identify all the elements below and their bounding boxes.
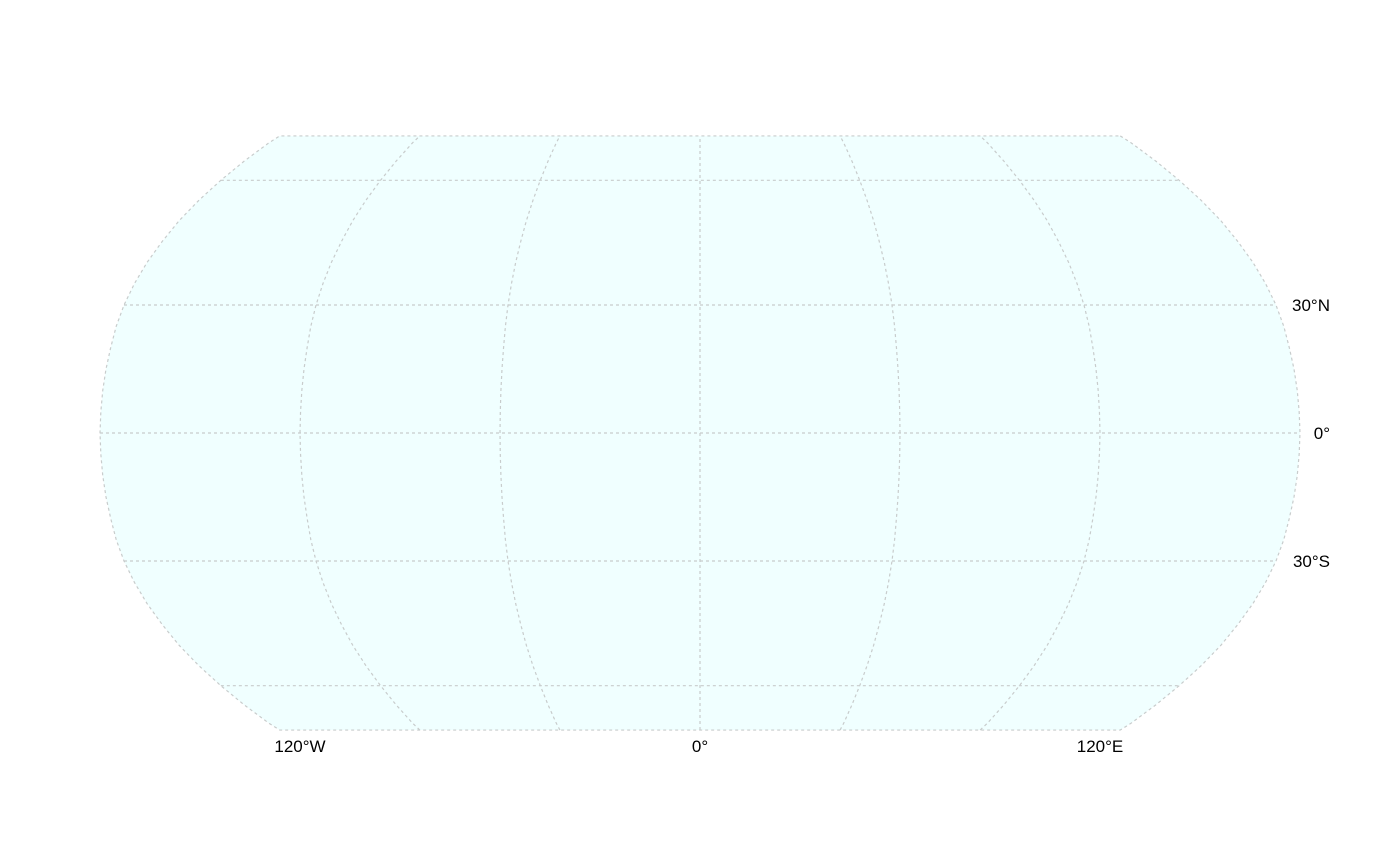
longitude-label: 120°E <box>1077 737 1124 756</box>
meridian-line <box>299 135 421 731</box>
latitude-labels: 30°N 0° 30°S <box>1292 296 1330 571</box>
parallel-lines <box>100 179 1300 687</box>
meridian-lines <box>299 135 1101 731</box>
longitude-label: 120°W <box>274 737 325 756</box>
map-boundary <box>99 135 1301 731</box>
latitude-label: 30°S <box>1293 552 1330 571</box>
meridian-line <box>979 135 1101 731</box>
latitude-label: 30°N <box>1292 296 1330 315</box>
latitude-label: 0° <box>1314 424 1330 443</box>
longitude-label: 0° <box>692 737 708 756</box>
longitude-labels: 120°W 0° 120°E <box>274 737 1123 756</box>
meridian-line <box>499 135 561 731</box>
meridian-line <box>839 135 901 731</box>
